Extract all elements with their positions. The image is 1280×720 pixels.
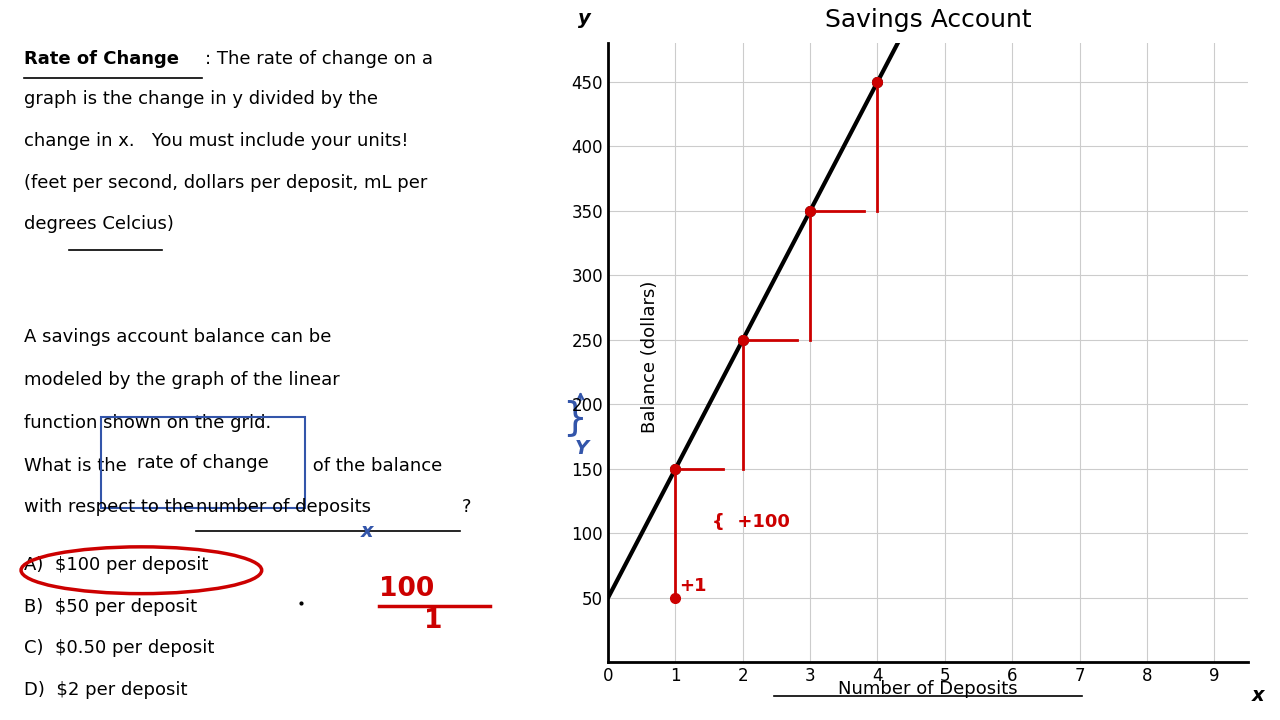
- Text: change in x.   You must include your units!: change in x. You must include your units…: [24, 132, 408, 150]
- Text: Number of Deposits: Number of Deposits: [838, 680, 1018, 698]
- Text: D)  $2 per deposit: D) $2 per deposit: [24, 681, 188, 699]
- Text: What is the: What is the: [24, 457, 133, 475]
- Text: modeled by the graph of the linear: modeled by the graph of the linear: [24, 371, 339, 389]
- Text: function shown on the grid.: function shown on the grid.: [24, 414, 271, 432]
- Text: {  +100: { +100: [713, 513, 790, 531]
- Text: of the balance: of the balance: [307, 457, 442, 475]
- Text: (feet per second, dollars per deposit, mL per: (feet per second, dollars per deposit, m…: [24, 174, 428, 192]
- Text: A savings account balance can be: A savings account balance can be: [24, 328, 332, 346]
- Text: x: x: [1252, 685, 1265, 705]
- Text: Y: Y: [575, 439, 589, 458]
- Text: y: y: [579, 9, 591, 27]
- Text: +1: +1: [678, 577, 707, 595]
- Text: ?: ?: [462, 498, 471, 516]
- Text: with respect to the: with respect to the: [24, 498, 200, 516]
- Text: Balance (dollars): Balance (dollars): [641, 280, 659, 433]
- Text: B)  $50 per deposit: B) $50 per deposit: [24, 598, 197, 616]
- Text: }: }: [562, 399, 588, 436]
- Text: graph is the change in y divided by the: graph is the change in y divided by the: [24, 90, 378, 108]
- Text: number of deposits: number of deposits: [196, 498, 370, 516]
- Text: rate of change: rate of change: [137, 454, 269, 472]
- Text: 100: 100: [379, 576, 434, 602]
- Text: 1: 1: [424, 608, 443, 634]
- Text: A)  $100 per deposit: A) $100 per deposit: [24, 556, 209, 574]
- Text: Rate of Change: Rate of Change: [24, 50, 179, 68]
- Text: : The rate of change on a: : The rate of change on a: [205, 50, 433, 68]
- Text: degrees Celcius): degrees Celcius): [24, 215, 174, 233]
- Text: x: x: [361, 522, 374, 541]
- Title: Savings Account: Savings Account: [824, 7, 1032, 32]
- Text: C)  $0.50 per deposit: C) $0.50 per deposit: [24, 639, 215, 657]
